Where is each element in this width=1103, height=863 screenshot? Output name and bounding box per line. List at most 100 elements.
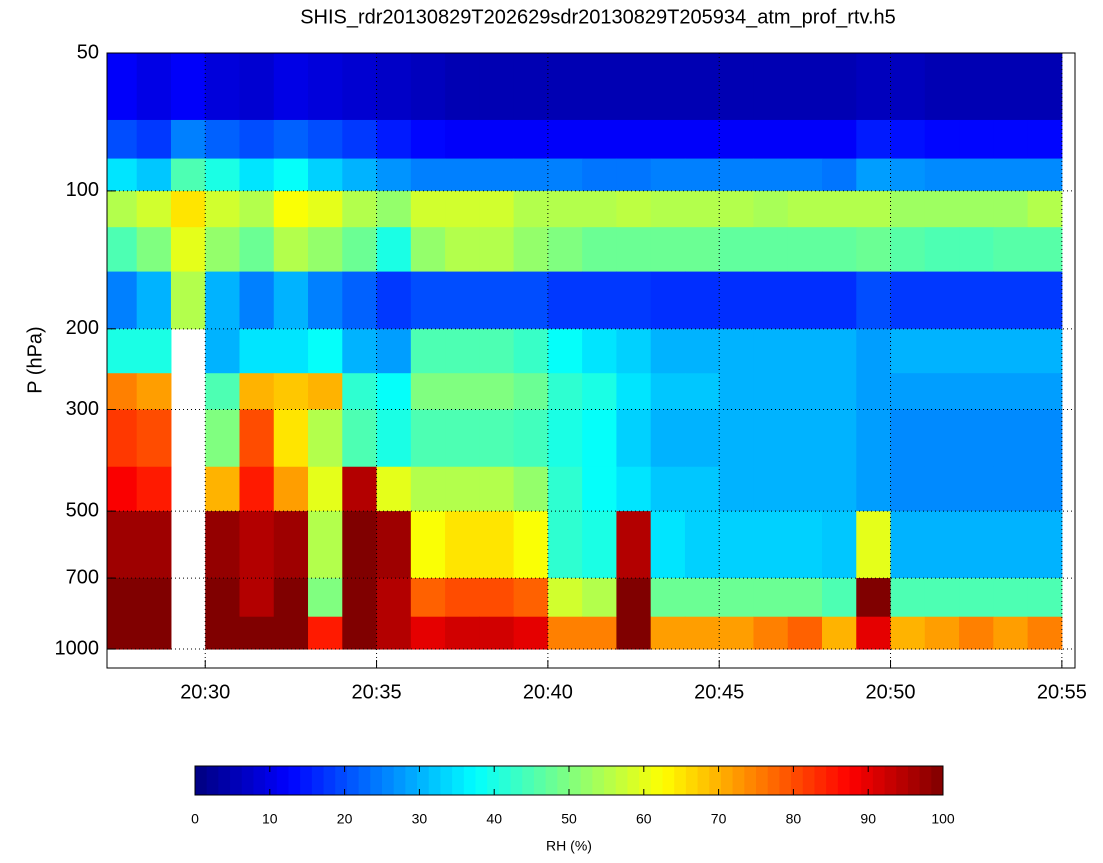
heat-cell [107, 409, 138, 468]
heat-cell [616, 158, 652, 192]
heat-cell [993, 119, 1029, 160]
colorbar-swatch [358, 766, 371, 795]
heat-cell [308, 466, 343, 512]
heat-cell [719, 119, 754, 160]
heat-cell [513, 409, 549, 468]
heat-cell [445, 227, 480, 273]
heat-cell [547, 53, 583, 121]
heat-cell [924, 227, 960, 273]
heat-cell [787, 119, 823, 160]
colorbar-swatch [720, 766, 734, 795]
heat-cell [1027, 271, 1063, 330]
colorbar-swatch [627, 766, 640, 795]
heat-cell [822, 409, 857, 468]
heat-cell [993, 373, 1029, 410]
heat-cell [753, 409, 789, 468]
heat-cell [308, 616, 343, 650]
heat-cell [445, 511, 480, 579]
heat-cell [616, 409, 652, 468]
heat-cell [753, 158, 789, 192]
heat-cell [582, 328, 617, 374]
heat-cell [890, 466, 926, 512]
heat-cell [273, 328, 309, 374]
plot-frame [106, 52, 1076, 669]
colorbar-swatch [265, 766, 278, 795]
heat-cell [136, 119, 172, 160]
colorbar-swatch [849, 766, 862, 795]
heat-cell [856, 328, 892, 374]
heat-cell [924, 119, 960, 160]
heat-cell [787, 190, 823, 228]
heat-cell [239, 616, 275, 650]
heat-cell [410, 511, 446, 579]
heat-cell [273, 511, 309, 579]
heat-cell [822, 158, 857, 192]
heat-cell [753, 227, 789, 273]
heat-cell [308, 328, 343, 374]
heat-cell [479, 466, 515, 512]
heat-cell [342, 409, 378, 468]
heat-cell [205, 616, 240, 650]
heat-cell [410, 271, 446, 330]
heat-cell [890, 158, 926, 192]
colorbar-swatch [569, 766, 582, 795]
heat-cell [239, 578, 275, 618]
heat-cell [993, 409, 1029, 468]
heat-cell [684, 190, 720, 228]
heat-cell [479, 53, 515, 121]
colorbar-swatch [791, 766, 804, 795]
colorbar-swatch [510, 766, 523, 795]
heat-cell [107, 158, 138, 192]
heat-cell [650, 271, 686, 330]
heat-cell [342, 328, 378, 374]
heat-cell [993, 616, 1029, 650]
heat-cell [684, 466, 720, 512]
heat-cell [376, 578, 412, 618]
heat-cell [107, 616, 138, 650]
heat-cell [445, 409, 480, 468]
heat-cell [753, 578, 789, 618]
heat-cell [1027, 616, 1063, 650]
heat-cell [342, 227, 378, 273]
heat-cell [410, 227, 446, 273]
heat-cell [205, 227, 240, 273]
heat-cell [856, 373, 892, 410]
heat-cell [753, 53, 789, 121]
heat-cell [445, 190, 480, 228]
heat-cell [753, 328, 789, 374]
colorbar-tick-label: 50 [561, 811, 577, 827]
heat-cell [308, 511, 343, 579]
heat-cell [239, 119, 275, 160]
heat-cell [822, 227, 857, 273]
heat-cell [650, 616, 686, 650]
heat-cell [959, 511, 994, 579]
heat-cell [239, 373, 275, 410]
heat-cell [582, 158, 617, 192]
colorbar-swatch [300, 766, 313, 795]
colorbar-swatch [744, 766, 757, 795]
heat-cell [513, 373, 549, 410]
colorbar-swatch [475, 766, 488, 795]
heat-cell [616, 328, 652, 374]
heat-cell [342, 53, 378, 121]
heat-cell [445, 119, 480, 160]
heat-cell [924, 466, 960, 512]
heat-cell [582, 616, 617, 650]
heat-cell [205, 373, 240, 410]
heat-cell [924, 409, 960, 468]
heat-cell [890, 511, 926, 579]
colorbar-tick-label: 60 [636, 811, 652, 827]
heat-cell [924, 328, 960, 374]
heat-cell [479, 578, 515, 618]
heat-cell [719, 511, 754, 579]
heat-cell [856, 578, 892, 618]
heat-cell [205, 271, 240, 330]
heat-cell [650, 190, 686, 228]
heat-cell [513, 190, 549, 228]
x-tick-label: 20:30 [180, 681, 230, 703]
heat-cell [136, 328, 172, 374]
heat-cell [959, 616, 994, 650]
heat-cell [479, 119, 515, 160]
colorbar-swatch [697, 766, 710, 795]
